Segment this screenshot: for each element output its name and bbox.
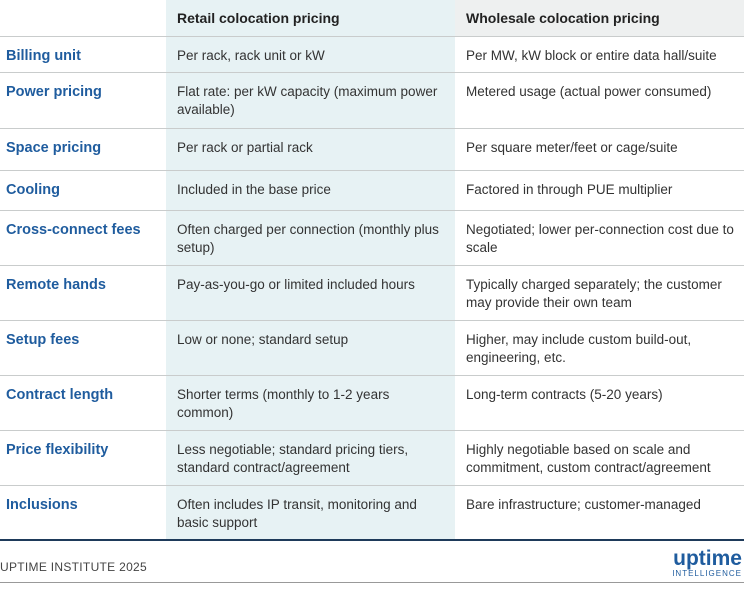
cell: Per square meter/feet or cage/suite [455, 127, 744, 170]
table-row: Cooling Included in the base price Factore… [0, 169, 744, 210]
row-label: Billing unit [0, 35, 166, 72]
table-row: Price flexibility Less negotiable; standa… [0, 429, 744, 485]
cell: Often includes IP transit, monitoring an… [166, 484, 455, 541]
table-row: Space pricing Per rack or partial rack Per… [0, 127, 744, 170]
cell: Bare infrastructure; customer-managed [455, 484, 744, 541]
source: UPTIME INSTITUTE 2025 [0, 560, 147, 574]
cell: Often charged per connection (monthly pl… [166, 209, 455, 265]
table-row: Setup fees Low or none; standard setup Hig… [0, 319, 744, 375]
table-row: Billing unit Per rack, rack unit or kW Per… [0, 35, 744, 72]
row-label: Cross-connect fees [0, 209, 166, 265]
header-cell: Retail colocation pricing [166, 0, 455, 36]
cell: Higher, may include custom build-out, en… [455, 319, 744, 375]
logo-name: uptime [673, 547, 742, 570]
cell: Typically charged separately; the custom… [455, 264, 744, 320]
row-label: Setup fees [0, 319, 166, 375]
footer-rule [0, 582, 744, 583]
row-label: Contract length [0, 374, 166, 430]
cell: Pay-as-you-go or limited included hours [166, 264, 455, 320]
table-row: Power pricing Flat rate: per kW capacity … [0, 71, 744, 128]
cell: Flat rate: per kW capacity (maximum powe… [166, 71, 455, 128]
cell: Factored in through PUE multiplier [455, 169, 744, 210]
logo: uptime INTELLIGENCE [672, 548, 742, 578]
cell: Per rack, rack unit or kW [166, 35, 455, 72]
table-row: Contract length Shorter terms (monthly to… [0, 374, 744, 430]
table-body: Billing unit Per rack, rack unit or kW Per… [0, 35, 744, 541]
header-row: Retail colocation pricing Wholesale colo… [0, 0, 744, 36]
row-label: Price flexibility [0, 429, 166, 485]
cell: Included in the base price [166, 169, 455, 210]
cell: Less negotiable; standard pricing tiers,… [166, 429, 455, 485]
row-label: Inclusions [0, 484, 166, 541]
header-cell [0, 0, 166, 36]
row-label: Space pricing [0, 127, 166, 170]
row-label: Cooling [0, 169, 166, 210]
logo-tagline: INTELLIGENCE [672, 569, 742, 578]
cell: Per MW, kW block or entire data hall/sui… [455, 35, 744, 72]
header-cell: Wholesale colocation pricing [455, 0, 744, 36]
cell: Highly negotiable based on scale and com… [455, 429, 744, 485]
cell: Shorter terms (monthly to 1-2 years comm… [166, 374, 455, 430]
cell: Long-term contracts (5-20 years) [455, 374, 744, 430]
row-label: Remote hands [0, 264, 166, 320]
cell: Metered usage (actual power consumed) [455, 71, 744, 128]
cell: Negotiated; lower per-connection cost du… [455, 209, 744, 265]
table-row: Remote hands Pay-as-you-go or limited inc… [0, 264, 744, 320]
cell: Per rack or partial rack [166, 127, 455, 170]
table-row: Cross-connect fees Often charged per conn… [0, 209, 744, 265]
cell: Low or none; standard setup [166, 319, 455, 375]
table-row: Inclusions Often includes IP transit, mon… [0, 484, 744, 541]
row-label: Power pricing [0, 71, 166, 128]
pricing-table: Retail colocation pricing Wholesale colo… [0, 0, 744, 541]
